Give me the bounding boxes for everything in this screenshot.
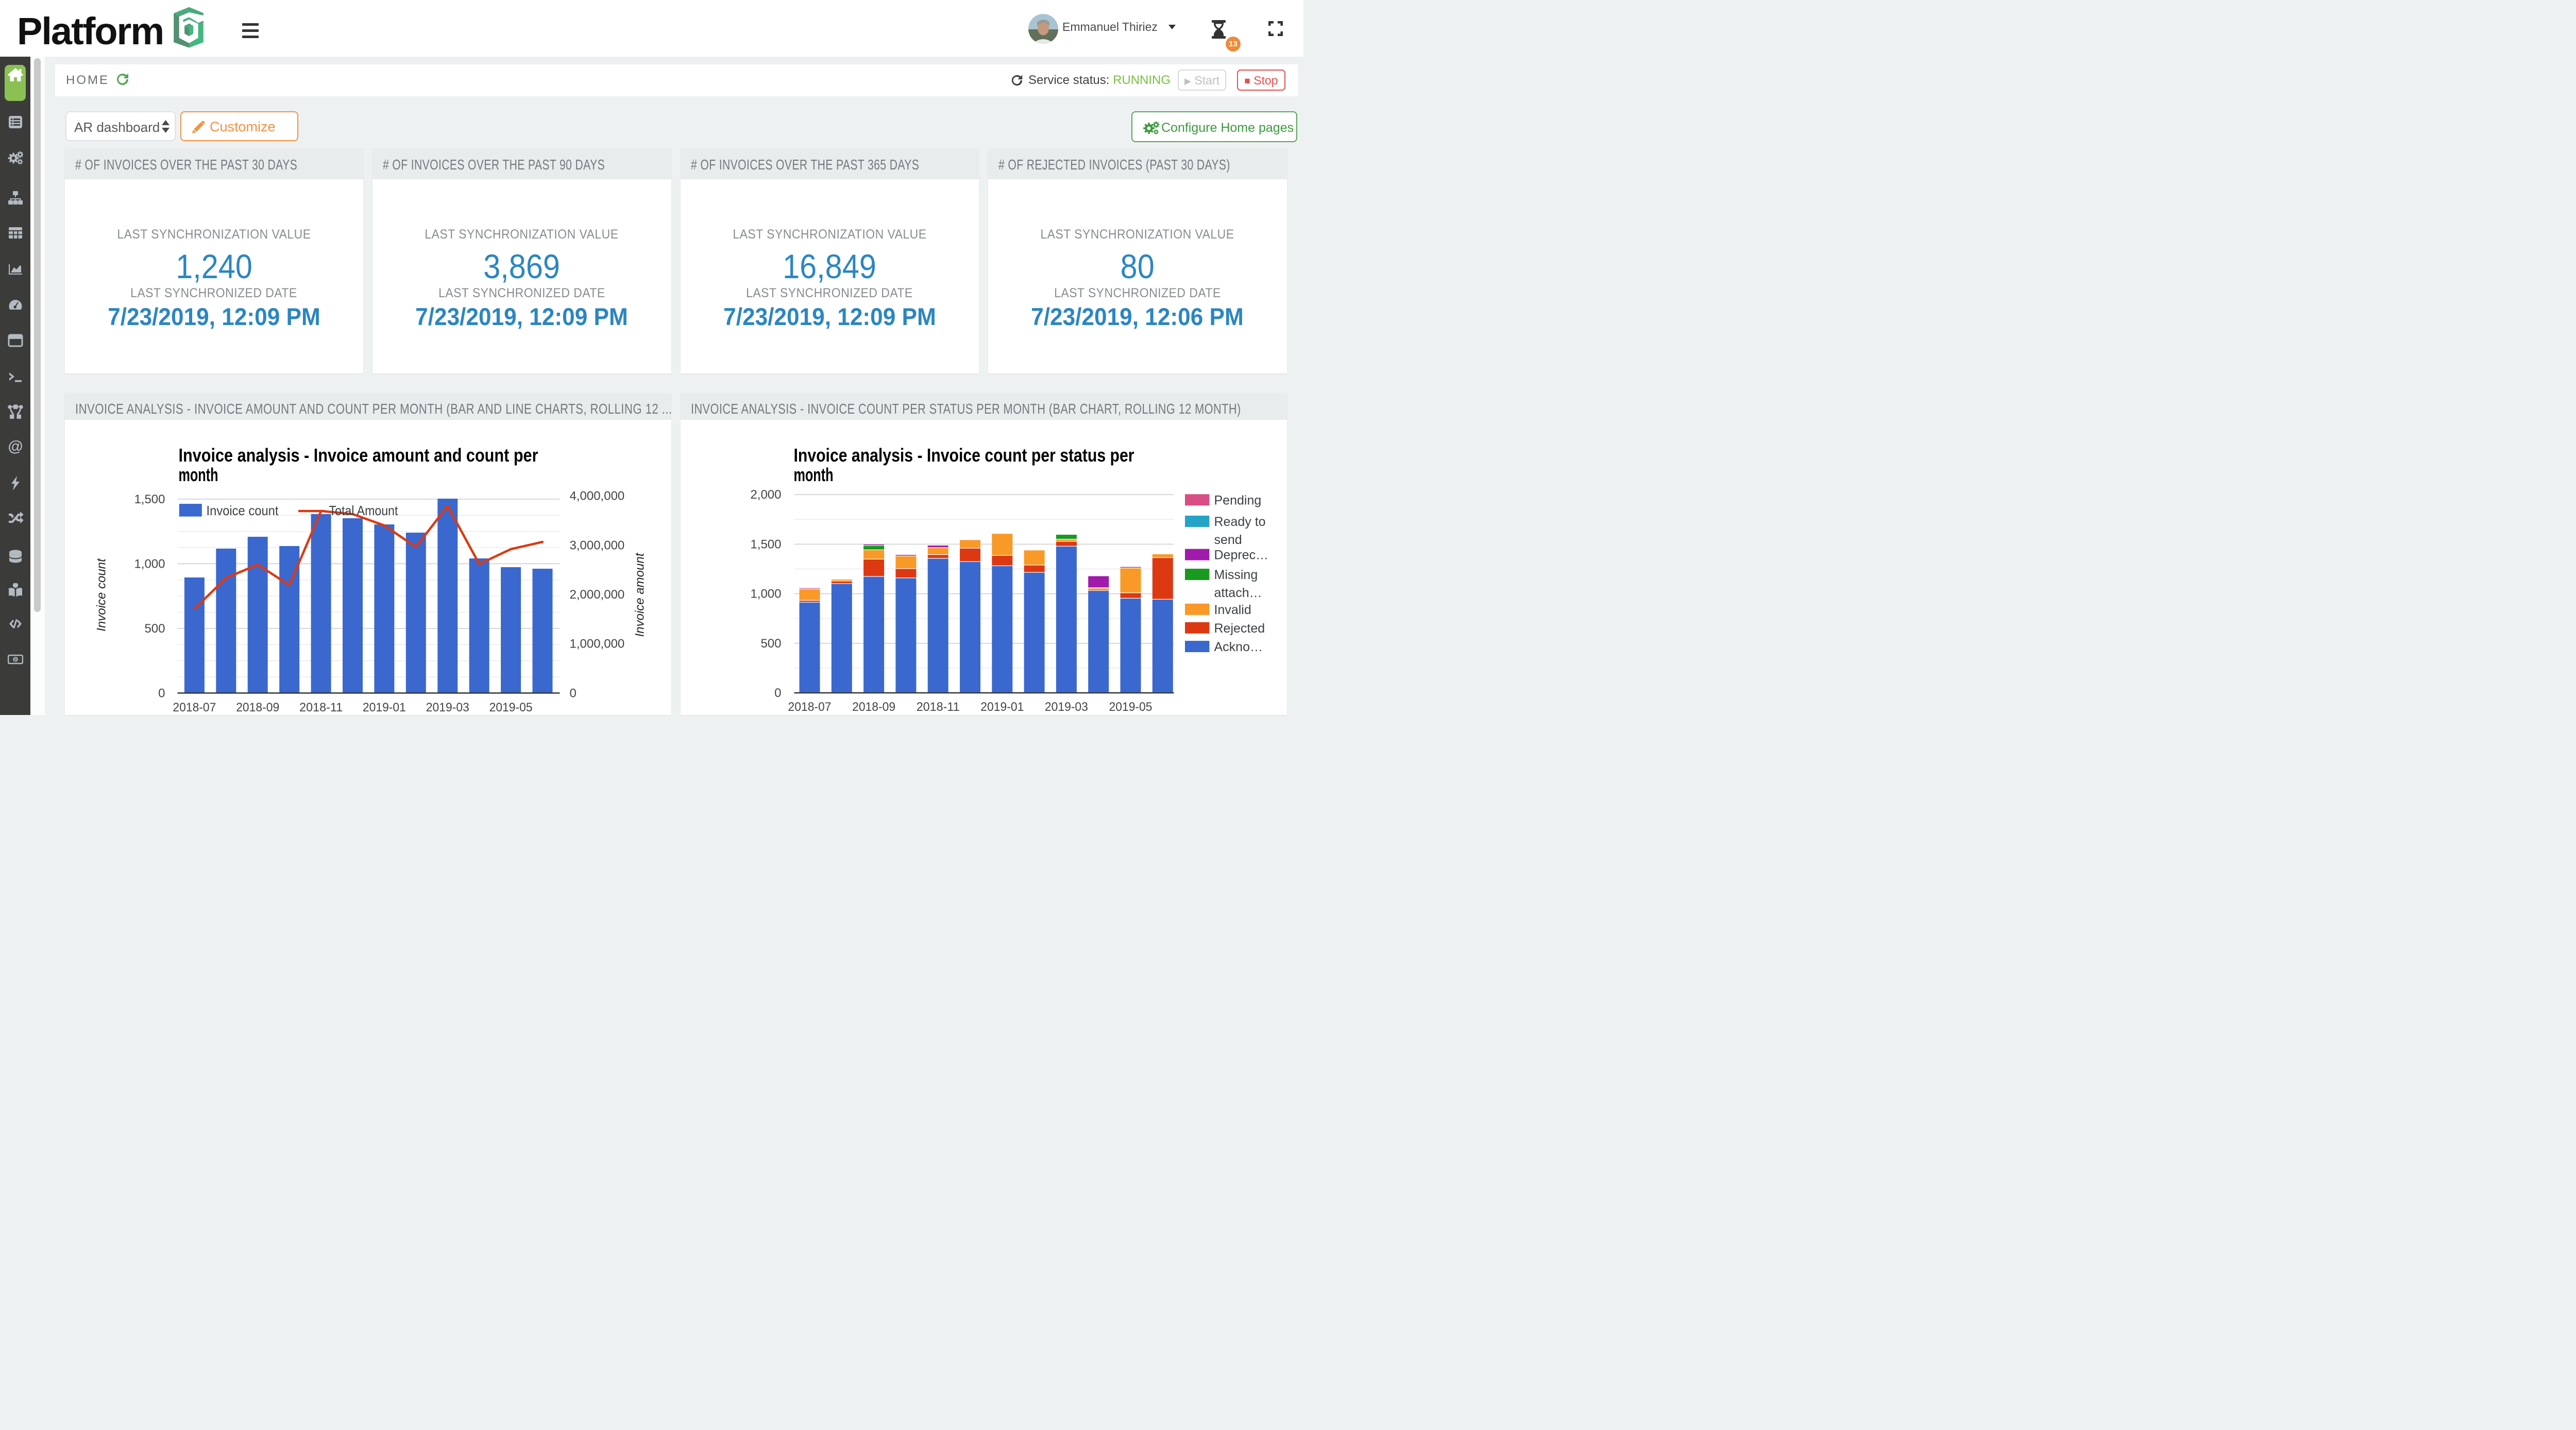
- svg-text:2018-07: 2018-07: [173, 701, 216, 714]
- svg-text:Total Amount: Total Amount: [329, 503, 398, 518]
- svg-text:2019-01: 2019-01: [980, 700, 1024, 714]
- svg-text:month: month: [793, 464, 833, 485]
- svg-text:Ready to: Ready to: [1214, 515, 1265, 529]
- svg-text:2018-11: 2018-11: [916, 700, 959, 714]
- svg-text:0: 0: [774, 686, 781, 700]
- svg-text:2019-05: 2019-05: [1109, 700, 1152, 714]
- svg-text:Invoice count: Invoice count: [206, 503, 279, 518]
- svg-text:Pending: Pending: [1214, 493, 1261, 507]
- svg-text:0: 0: [14, 657, 16, 662]
- svg-text:2018-07: 2018-07: [788, 700, 831, 714]
- svg-text:1,500: 1,500: [134, 492, 165, 506]
- svg-text:Ackno…: Ackno…: [1214, 640, 1262, 654]
- svg-text:500: 500: [760, 637, 781, 651]
- svg-text:month: month: [178, 464, 218, 485]
- svg-text:2019-03: 2019-03: [1044, 700, 1088, 714]
- svg-text:4,000,000: 4,000,000: [569, 489, 624, 503]
- svg-text:2,000: 2,000: [750, 488, 781, 502]
- svg-text:send: send: [1214, 533, 1242, 547]
- svg-text:1,000,000: 1,000,000: [569, 637, 624, 651]
- svg-text:@: @: [8, 439, 23, 454]
- svg-text:2018-11: 2018-11: [299, 701, 343, 714]
- svg-text:2019-03: 2019-03: [426, 701, 469, 714]
- svg-text:0: 0: [569, 686, 576, 700]
- svg-text:Invalid: Invalid: [1214, 603, 1251, 617]
- svg-text:2019-05: 2019-05: [489, 701, 532, 714]
- svg-text:Invoice amount: Invoice amount: [633, 552, 647, 637]
- svg-text:attach…: attach…: [1214, 586, 1262, 600]
- svg-text:3,000,000: 3,000,000: [569, 538, 624, 552]
- svg-text:Deprec…: Deprec…: [1214, 548, 1268, 563]
- svg-text:1,000: 1,000: [750, 587, 781, 601]
- svg-text:2,000,000: 2,000,000: [569, 588, 624, 602]
- svg-text:Missing: Missing: [1214, 568, 1258, 582]
- svg-text:Rejected: Rejected: [1214, 621, 1265, 636]
- svg-text:2018-09: 2018-09: [236, 701, 279, 714]
- svg-text:Invoice analysis - Invoice cou: Invoice analysis - Invoice count per sta…: [793, 445, 1134, 466]
- svg-text:500: 500: [144, 622, 165, 636]
- svg-text:Invoice analysis - Invoice amo: Invoice analysis - Invoice amount and co…: [178, 445, 538, 466]
- svg-text:2019-01: 2019-01: [362, 701, 405, 714]
- svg-text:Invoice count: Invoice count: [94, 558, 108, 632]
- svg-text:0: 0: [158, 686, 165, 700]
- svg-text:1,500: 1,500: [750, 537, 781, 551]
- svg-text:1,000: 1,000: [134, 557, 165, 571]
- svg-text:2018-09: 2018-09: [852, 700, 895, 714]
